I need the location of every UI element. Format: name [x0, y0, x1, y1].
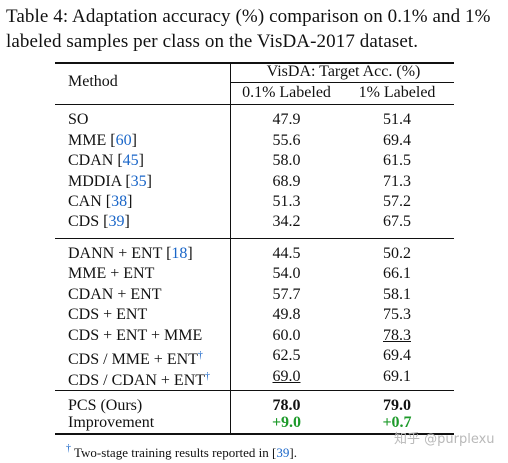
table-row-method: CDS + ENT: [68, 306, 148, 323]
citation-link[interactable]: 60: [115, 132, 132, 149]
table-cell: 68.9: [272, 173, 301, 190]
section-rule-2: [55, 390, 454, 391]
table-cell: 50.2: [383, 245, 411, 262]
table-row-method: CAN [38]: [68, 193, 133, 210]
bottom-rule: [55, 433, 454, 435]
dagger-mark: †: [205, 371, 211, 382]
table-row-method: MDDIA [35]: [68, 173, 152, 190]
table-cell: 44.5: [272, 245, 301, 262]
table-row-method: SO: [68, 111, 89, 128]
citation-link[interactable]: 39: [276, 445, 290, 460]
citation-link[interactable]: 39: [108, 213, 125, 230]
table-cell-improvement: +0.7: [382, 414, 412, 431]
table-cell: 58.0: [272, 152, 301, 169]
table-cell: 54.0: [272, 265, 301, 282]
table-footnote: † Two-stage training results reported in…: [66, 443, 297, 460]
table-cell: 49.8: [272, 306, 301, 323]
table-cell: 69.1: [383, 368, 411, 385]
table-cell: 69.4: [383, 347, 411, 364]
citation-link[interactable]: 38: [111, 193, 128, 210]
table-caption: Table 4: Adaptation accuracy (%) compari…: [6, 6, 491, 52]
table-cell: 66.1: [383, 265, 411, 282]
table-cell: 62.5: [272, 347, 301, 364]
header-group: VisDA: Target Acc. (%): [266, 63, 421, 80]
table-row-method: CDS [39]: [68, 213, 130, 230]
table-cell-improvement: +9.0: [271, 414, 302, 431]
table-cell-best: 78.0: [272, 397, 301, 414]
citation-link[interactable]: 18: [171, 245, 188, 262]
table-cell-underlined: 78.3: [383, 327, 411, 344]
top-rule: [55, 62, 454, 64]
table-row-method: DANN + ENT [18]: [68, 245, 193, 262]
table-row-method: CDAN [45]: [68, 152, 144, 169]
table-cell: 55.6: [272, 132, 301, 149]
table-cell: 57.2: [383, 193, 411, 210]
table-cell-best: 79.0: [383, 397, 411, 414]
header-method: Method: [68, 73, 118, 90]
table-row-method: Improvement: [68, 414, 155, 431]
dagger-mark: †: [66, 443, 71, 454]
table-cell: 69.4: [383, 132, 411, 149]
table-row-method: MME [60]: [68, 132, 137, 149]
table-cell: 34.2: [272, 213, 301, 230]
column-divider: [230, 63, 231, 433]
table-cell: 58.1: [383, 286, 411, 303]
header-col2: 1% Labeled: [358, 84, 436, 101]
table-row-method: CDS + ENT + MME: [68, 327, 203, 344]
table-row-method: CDS / MME + ENT†: [68, 350, 203, 368]
table-row-method: CDAN + ENT: [68, 286, 162, 303]
group-header-rule: [231, 82, 454, 83]
table-cell: 57.7: [272, 286, 301, 303]
table-cell: 51.4: [383, 111, 411, 128]
table-row-method: CDS / CDAN + ENT†: [68, 371, 211, 389]
table-cell: 71.3: [383, 173, 411, 190]
table-cell: 51.3: [272, 193, 301, 210]
table-row-method: MME + ENT: [68, 265, 155, 282]
table-cell: 67.5: [383, 213, 411, 230]
citation-link[interactable]: 45: [122, 152, 139, 169]
table-cell-underlined: 69.0: [272, 368, 301, 385]
section-rule-1: [55, 238, 454, 239]
table-cell: 75.3: [383, 306, 411, 323]
header-bottom-rule: [55, 104, 454, 105]
header-col1: 0.1% Labeled: [242, 84, 331, 101]
table-cell: 61.5: [383, 152, 411, 169]
watermark: 知乎 @purplexu: [394, 432, 495, 447]
dagger-mark: †: [197, 350, 203, 361]
table-cell: 47.9: [272, 111, 301, 128]
table-cell: 60.0: [272, 327, 301, 344]
table-row-method: PCS (Ours): [68, 397, 143, 414]
citation-link[interactable]: 35: [130, 173, 147, 190]
